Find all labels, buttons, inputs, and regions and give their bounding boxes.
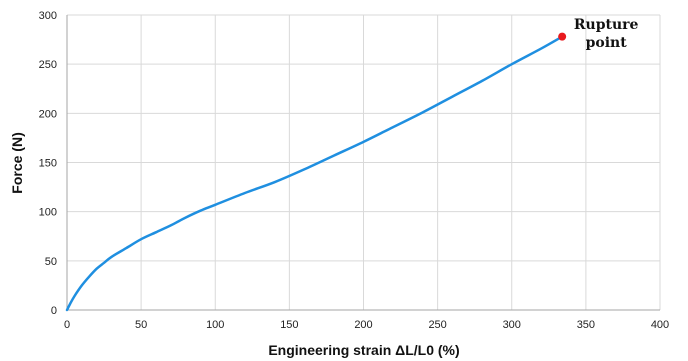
y-tick-label: 200: [39, 108, 57, 120]
series-line-0: [65, 35, 564, 312]
y-tick-label: 250: [39, 59, 57, 71]
y-axis-title: Force (N): [9, 132, 25, 193]
x-axis-title: Engineering strain ΔL/L0 (%): [268, 342, 459, 358]
rupture-point-marker: [558, 32, 567, 41]
axes: [66, 15, 660, 311]
y-tick-label: 50: [45, 256, 57, 268]
tick-labels: 0 50 100 150 200 250 300 350 400 0 50 100 150 200 250 3…: [39, 10, 670, 331]
y-tick-label: 0: [51, 305, 57, 317]
annotations: Rupture point: [558, 17, 639, 51]
x-tick-label: 150: [280, 319, 298, 331]
x-tick-label: 300: [503, 319, 521, 331]
y-tick-label: 300: [39, 10, 57, 22]
series: [65, 35, 564, 312]
x-tick-label: 400: [651, 319, 669, 331]
x-tick-label: 250: [428, 319, 446, 331]
gridlines: [67, 14, 661, 310]
rupture-point-label: point: [586, 35, 628, 51]
x-tick-label: 50: [135, 319, 147, 331]
x-tick-label: 350: [577, 319, 595, 331]
y-tick-label: 100: [39, 207, 57, 219]
rupture-point-label: Rupture: [574, 17, 639, 33]
y-tick-label: 150: [39, 158, 57, 170]
x-tick-label: 200: [354, 319, 372, 331]
x-tick-label: 100: [206, 319, 224, 331]
x-tick-label: 0: [64, 319, 70, 331]
